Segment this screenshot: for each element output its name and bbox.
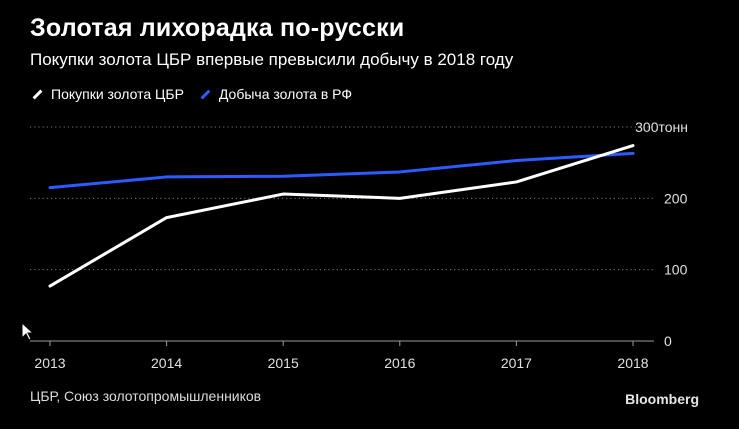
x-tick-label: 2016: [384, 355, 415, 371]
mouse-cursor-icon: [21, 322, 35, 341]
chart-subtitle: Покупки золота ЦБР впервые превысили доб…: [30, 50, 514, 69]
y-tick-label: 100: [664, 262, 688, 278]
y-tick-label: 0: [664, 333, 672, 349]
y-tick-label: 300тонн: [635, 119, 688, 135]
legend-label-cbr: Покупки золота ЦБР: [51, 86, 184, 102]
x-tick-label: 2017: [501, 355, 532, 371]
legend-item-cbr-purchases: Покупки золота ЦБР: [30, 86, 184, 102]
x-tick-label: 2015: [268, 355, 299, 371]
chart-title: Золотая лихорадка по-русски: [30, 14, 405, 42]
x-tick-label: 2014: [151, 355, 182, 371]
bloomberg-logo: Bloomberg: [625, 391, 699, 407]
legend-label-mining: Добыча золота в РФ: [218, 86, 353, 102]
legend: Покупки золота ЦБР Добыча золота в РФ: [30, 84, 366, 104]
series-line-cbr-purchases: [48, 144, 635, 288]
source-note: ЦБР, Союз золотопромышленников: [30, 388, 262, 404]
series-line-russia-mining: [48, 151, 635, 190]
x-tick-label: 2018: [617, 355, 648, 371]
x-tick-label: 2013: [34, 355, 65, 371]
legend-item-russia-mining: Добыча золота в РФ: [198, 86, 352, 102]
y-tick-label: 200: [664, 190, 688, 206]
